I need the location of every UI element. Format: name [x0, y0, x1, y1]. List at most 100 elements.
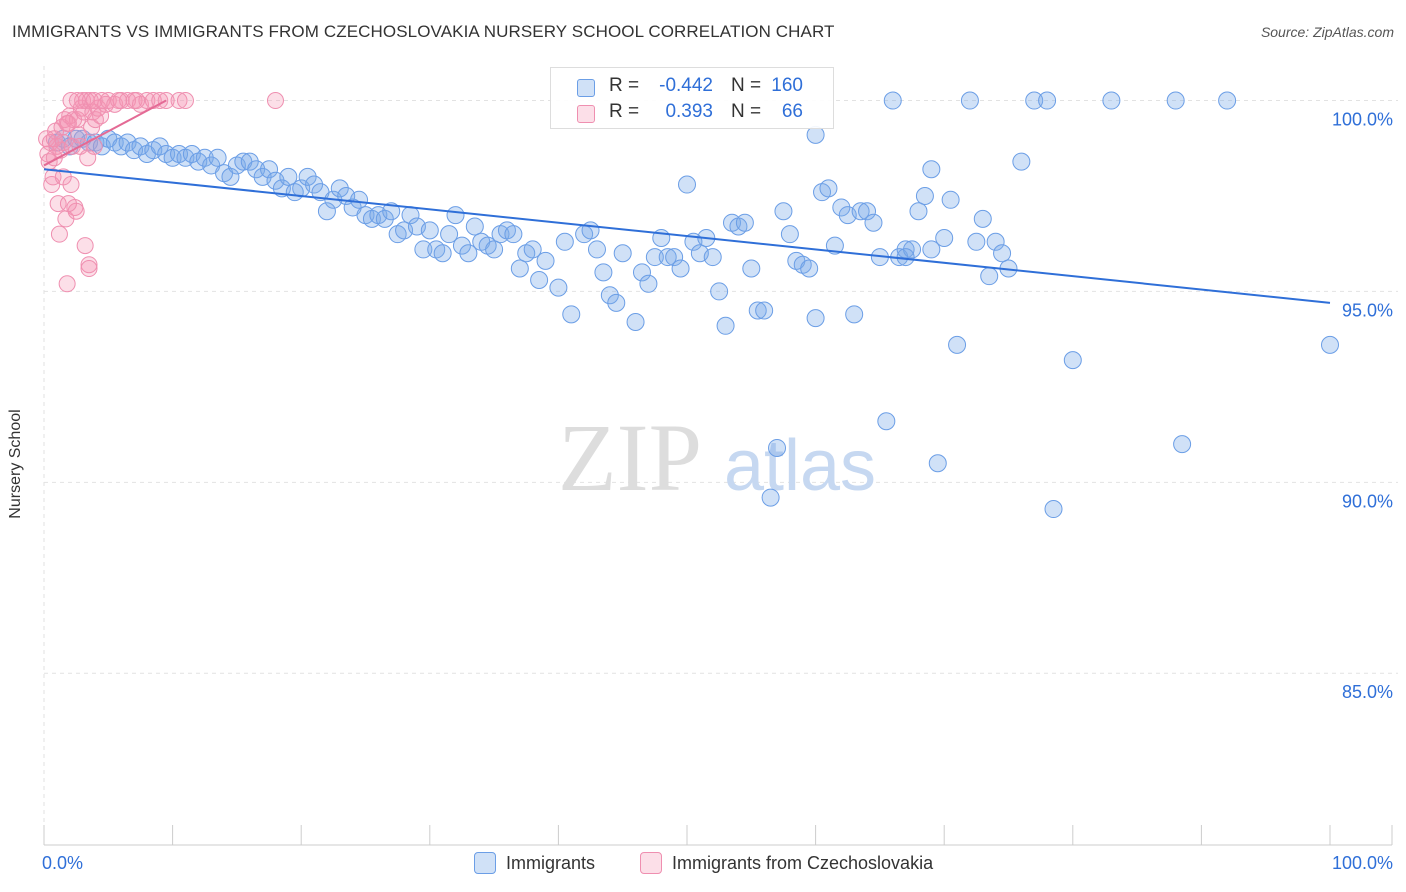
data-point [960, 91, 979, 110]
data-point [1044, 500, 1063, 519]
data-point [941, 190, 960, 209]
data-point [83, 118, 101, 136]
data-point [562, 305, 581, 324]
data-point [600, 286, 619, 305]
data-point [240, 152, 259, 171]
data-point [935, 228, 954, 247]
series-immigrants [47, 91, 1339, 519]
data-point [1063, 351, 1082, 370]
legend-swatch-pink [640, 852, 662, 874]
trend-line-czechoslovakia [43, 99, 167, 167]
r-label: R = [609, 75, 640, 96]
watermark-zip: ZIP [558, 404, 702, 511]
data-point [350, 190, 369, 209]
data-point [279, 167, 298, 186]
data-point [176, 92, 194, 110]
data-point [76, 237, 94, 255]
data-point [170, 92, 188, 110]
data-point [973, 209, 992, 228]
data-point [420, 221, 439, 240]
data-point [85, 92, 103, 110]
data-point [761, 488, 780, 507]
data-point [1166, 91, 1185, 110]
data-point [800, 259, 819, 278]
data-point [523, 240, 542, 259]
data-point [806, 309, 825, 328]
data-point [1102, 91, 1121, 110]
y-tick-label: 100.0% [1332, 110, 1393, 130]
data-point [632, 263, 651, 282]
data-point [922, 160, 941, 179]
watermark: ZIP atlas [558, 404, 876, 511]
x-tick-label: 100.0% [1332, 853, 1393, 873]
data-point [851, 202, 870, 221]
data-point [54, 134, 72, 152]
data-point [703, 248, 722, 267]
data-point [58, 114, 76, 132]
data-point [903, 240, 922, 259]
data-point [967, 232, 986, 251]
data-point [774, 202, 793, 221]
trend-lines [43, 99, 1331, 304]
data-point [993, 244, 1012, 263]
data-point [92, 107, 110, 125]
data-point [819, 179, 838, 198]
n-value: 66 [781, 101, 803, 122]
data-point [459, 244, 478, 263]
data-point [221, 167, 240, 186]
legend-item-immigrants[interactable]: Immigrants [474, 852, 595, 874]
data-point [922, 240, 941, 259]
data-point [896, 248, 915, 267]
data-point [50, 225, 68, 243]
data-point [530, 270, 549, 289]
data-point [128, 92, 146, 110]
data-point [330, 179, 349, 198]
data-point [710, 282, 729, 301]
data-point [504, 225, 523, 244]
y-tick-label: 95.0% [1342, 300, 1393, 320]
data-point [825, 236, 844, 255]
data-point [247, 160, 266, 179]
data-point [928, 454, 947, 473]
stats-box: R = -0.442 N = 160 R = 0.393 N = 66 [550, 67, 834, 129]
data-point [68, 92, 86, 110]
data-point [49, 195, 67, 213]
legend-swatch-blue [474, 852, 496, 874]
data-point [298, 167, 317, 186]
data-point [948, 335, 967, 354]
data-point [1025, 91, 1044, 110]
data-point [151, 92, 169, 110]
r-label: R = [609, 101, 640, 122]
data-point [832, 198, 851, 217]
data-point [440, 225, 459, 244]
r-value: 0.393 [665, 101, 713, 122]
data-point [1218, 91, 1237, 110]
data-point [446, 206, 465, 225]
y-tick-label: 85.0% [1342, 682, 1393, 702]
data-point [626, 312, 645, 331]
stats-swatch-blue [577, 79, 595, 97]
legend-item-czechoslovakia[interactable]: Immigrants from Czechoslovakia [640, 852, 933, 874]
data-point [44, 168, 62, 186]
data-point [485, 240, 504, 259]
n-label: N = [731, 75, 762, 96]
data-point [80, 260, 98, 278]
data-point [510, 259, 529, 278]
data-point [58, 275, 76, 293]
data-point [119, 92, 137, 110]
data-point [317, 202, 336, 221]
data-point [864, 213, 883, 232]
stats-swatch-pink [577, 105, 595, 123]
watermark-atlas: atlas [724, 426, 876, 506]
legend-label: Immigrants [506, 852, 596, 873]
r-value: -0.442 [659, 75, 713, 96]
data-point [1173, 435, 1192, 454]
data-point [150, 137, 169, 156]
data-point [594, 263, 613, 282]
data-point [555, 232, 574, 251]
series-czechoslovakia [38, 92, 284, 293]
data-point [980, 267, 999, 286]
data-point [613, 244, 632, 263]
data-point [305, 175, 324, 194]
